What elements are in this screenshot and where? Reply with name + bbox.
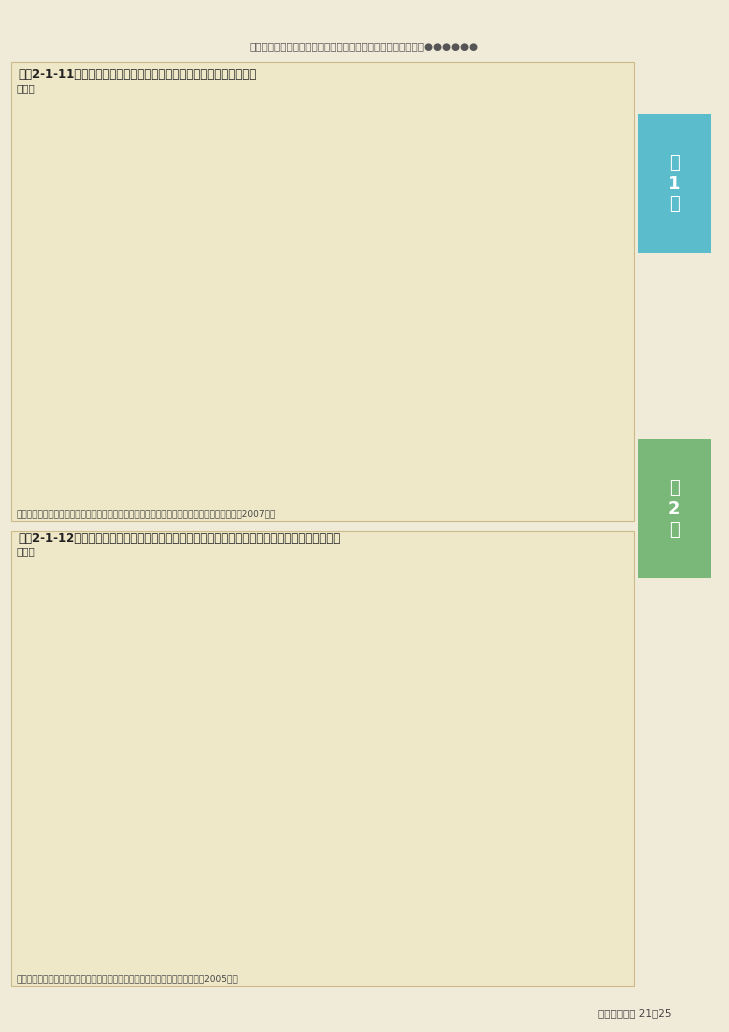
Text: 40.4: 40.4 xyxy=(282,659,302,669)
Text: 23.2: 23.2 xyxy=(480,304,499,314)
Bar xyxy=(496,734,520,862)
Text: 19.4: 19.4 xyxy=(369,759,389,768)
Text: 37.6: 37.6 xyxy=(109,673,130,681)
Text: 10.4: 10.4 xyxy=(325,801,346,810)
Bar xyxy=(478,318,500,459)
Text: 39.4: 39.4 xyxy=(196,664,216,673)
Text: 厚生労働白書 21　25: 厚生労働白書 21 25 xyxy=(598,1008,671,1019)
Text: 資料：厚生労働省大臣官房統計情報部「企業における若年者雇用実態調査」（2005年）: 資料：厚生労働省大臣官房統計情報部「企業における若年者雇用実態調査」（2005年… xyxy=(16,974,238,982)
Bar xyxy=(112,360,134,459)
Bar xyxy=(342,377,364,459)
Text: 18.5: 18.5 xyxy=(152,763,173,772)
Bar xyxy=(205,159,227,459)
Text: 6.8: 6.8 xyxy=(415,818,429,828)
Bar xyxy=(108,684,131,862)
Bar xyxy=(237,788,261,862)
Text: 1.1: 1.1 xyxy=(544,845,558,854)
Bar xyxy=(64,630,88,862)
Text: 16.8: 16.8 xyxy=(458,344,477,353)
Bar xyxy=(539,857,563,862)
Bar xyxy=(364,387,386,459)
Text: 12.0: 12.0 xyxy=(415,374,433,382)
Bar xyxy=(280,671,304,862)
Text: 11.8: 11.8 xyxy=(365,375,383,384)
Text: 図表2-1-11　学校を卒業した直後、最初に就いた「勤め先」について: 図表2-1-11 学校を卒業した直後、最初に就いた「勤め先」について xyxy=(18,68,257,80)
Text: 17.3: 17.3 xyxy=(455,769,475,777)
Bar xyxy=(134,366,156,459)
Text: 12.0: 12.0 xyxy=(300,374,318,382)
Bar xyxy=(367,770,391,862)
Bar xyxy=(413,386,434,459)
Text: 45.2: 45.2 xyxy=(251,170,269,180)
Bar xyxy=(320,363,342,459)
Text: 18.1: 18.1 xyxy=(70,336,89,345)
Text: 27.0: 27.0 xyxy=(498,722,518,732)
Text: 16.3: 16.3 xyxy=(114,347,132,356)
Text: 13.6: 13.6 xyxy=(343,363,362,373)
Bar xyxy=(249,184,270,459)
Bar xyxy=(410,830,434,862)
Bar xyxy=(434,354,456,459)
Text: 17.2: 17.2 xyxy=(437,342,455,351)
Bar xyxy=(194,675,218,862)
Text: 49.0: 49.0 xyxy=(229,148,247,157)
Bar xyxy=(227,160,249,459)
Text: 2.1: 2.1 xyxy=(588,840,601,849)
Text: 15.4: 15.4 xyxy=(239,777,259,786)
Text: （％）: （％） xyxy=(16,83,35,93)
Bar xyxy=(456,357,478,459)
Bar xyxy=(324,812,347,862)
Bar xyxy=(183,137,205,459)
Bar xyxy=(298,386,320,459)
Text: 資料：独立行政法人労働政策研究・研修機構「若年者の離職理由と職場定着に関する調査」（2007年）: 資料：独立行政法人労働政策研究・研修機構「若年者の離職理由と職場定着に関する調査… xyxy=(16,510,276,518)
Text: 第
1
部: 第 1 部 xyxy=(668,154,681,214)
Text: 49.2: 49.2 xyxy=(207,147,225,155)
Bar xyxy=(69,349,90,459)
Text: （％）: （％） xyxy=(16,546,35,556)
Bar xyxy=(151,774,174,862)
Bar xyxy=(453,780,477,862)
Text: 15.2: 15.2 xyxy=(136,354,154,363)
Legend: 大学・大学院卒, 短大・高専卒, 専門学校卒, 中学・高校卒: 大学・大学院卒, 短大・高専卒, 専門学校卒, 中学・高校卒 xyxy=(445,97,510,151)
Text: 52.8: 52.8 xyxy=(185,124,203,133)
Bar xyxy=(582,851,607,862)
Text: 49.0: 49.0 xyxy=(66,618,86,627)
Text: 様々な場面における、個人の自立と社会の変化に向けた取組み●●●●●●: 様々な場面における、個人の自立と社会の変化に向けた取組み●●●●●● xyxy=(250,41,479,52)
Text: 図表2-1-12　若年正社員に望むことや身につけて欲しい能力別企機割合（３つまでの複数回答）: 図表2-1-12 若年正社員に望むことや身につけて欲しい能力別企機割合（３つまで… xyxy=(18,533,340,545)
Bar xyxy=(90,375,112,459)
Text: 第
2
章: 第 2 章 xyxy=(668,479,681,539)
Text: 13.8: 13.8 xyxy=(92,362,111,372)
Text: 15.7: 15.7 xyxy=(321,351,340,360)
